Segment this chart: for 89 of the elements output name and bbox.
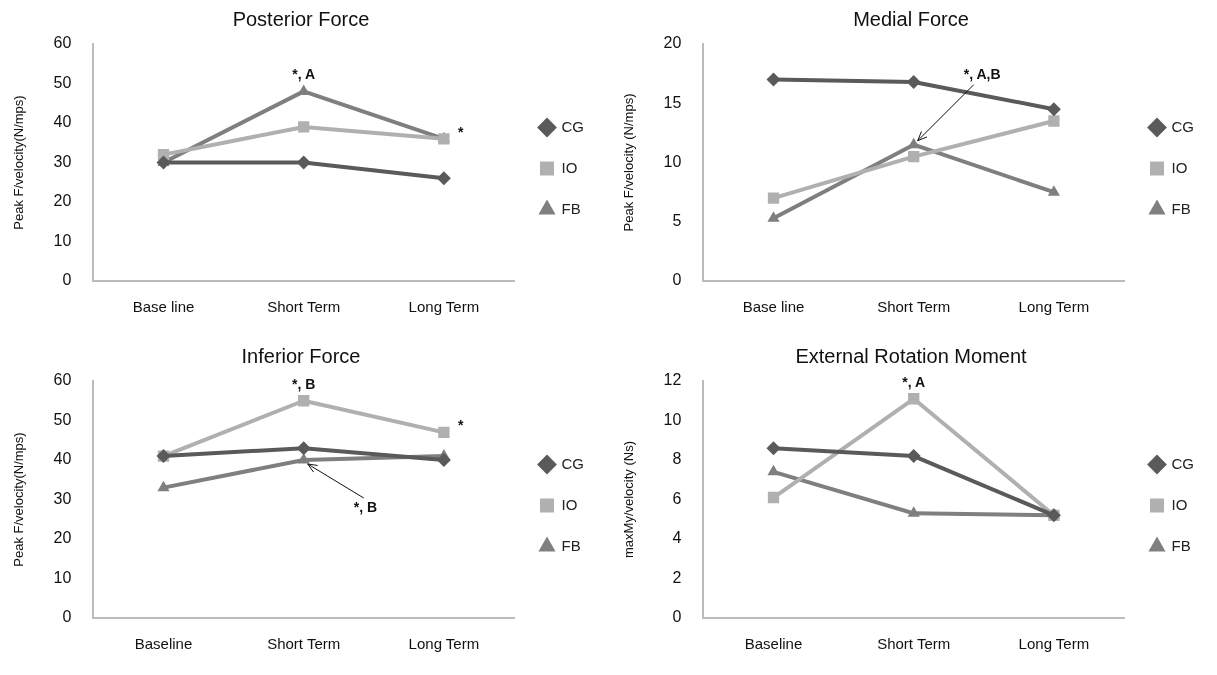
y-tick-label: 6 (672, 489, 682, 507)
point (298, 395, 310, 407)
y-tick-label: 10 (53, 568, 72, 586)
y-axis-title: Peak F/velocity(N/mps) (11, 432, 27, 567)
x-tick-label: Baseline (134, 635, 193, 653)
x-tick-label: Short Term (267, 298, 341, 316)
y-tick-label: 50 (53, 73, 72, 91)
annotation: *, B (353, 498, 378, 515)
point (438, 426, 450, 439)
legend-label: FB (1171, 199, 1191, 217)
annotation: * (457, 417, 464, 434)
legend-label: FB (1171, 536, 1191, 554)
y-tick-label: 4 (672, 529, 682, 547)
x-tick-label: Short Term (877, 298, 951, 316)
point (908, 150, 920, 163)
point (297, 453, 310, 464)
y-tick-label: 20 (53, 192, 72, 210)
point (1046, 102, 1061, 117)
annotation: *, A (292, 66, 316, 83)
legend-label: FB (561, 536, 581, 554)
y-tick-label: 10 (53, 231, 72, 249)
y-tick-label: 15 (663, 93, 682, 111)
y-axis-title: Peak F/velocity(N/mps) (11, 95, 27, 230)
point (767, 192, 780, 204)
point (298, 121, 310, 133)
y-axis-title: Peak F/velocity (N/mps) (621, 93, 637, 232)
point (908, 393, 920, 405)
x-tick-label: Baseline (744, 635, 803, 653)
legend-label: FB (561, 199, 581, 217)
y-tick-label: 0 (62, 271, 72, 289)
annotation: * (457, 123, 464, 140)
legend-label: CG (1171, 454, 1194, 472)
y-tick-label: 60 (53, 34, 72, 52)
chart-title: External Rotation Moment (795, 344, 1028, 367)
point (157, 480, 170, 492)
y-tick-label: 2 (672, 568, 682, 586)
point (767, 211, 780, 222)
legend-label: IO (561, 495, 578, 513)
y-tick-label: 0 (62, 608, 72, 626)
y-axis-title: maxMy/velocity (Ns) (621, 440, 637, 559)
point (1048, 115, 1060, 127)
x-tick-label: Long Term (1018, 298, 1090, 316)
y-tick-label: 10 (663, 152, 682, 170)
x-tick-label: Short Term (877, 635, 951, 653)
x-tick-label: Long Term (1018, 635, 1090, 653)
legend-label: CG (561, 454, 584, 472)
legend-label: IO (1171, 495, 1188, 513)
y-tick-label: 5 (672, 212, 682, 230)
point (766, 441, 781, 456)
y-tick-label: 10 (663, 410, 682, 428)
point (156, 155, 171, 170)
y-tick-label: 30 (53, 489, 72, 507)
y-tick-label: 20 (53, 529, 72, 547)
point (436, 171, 451, 186)
point (767, 464, 780, 476)
point (1047, 185, 1060, 196)
y-tick-label: 30 (53, 152, 72, 170)
y-tick-label: 40 (53, 450, 72, 468)
point (906, 74, 921, 89)
legend-label: IO (561, 158, 578, 176)
annotation: *, A,B (963, 65, 1001, 82)
annotation: *, B (292, 375, 316, 392)
x-tick-label: Long Term (408, 635, 480, 653)
y-tick-label: 40 (53, 113, 72, 131)
legend-label: CG (561, 117, 584, 135)
y-tick-label: 0 (672, 271, 682, 289)
legend-label: CG (1171, 117, 1194, 135)
annotation: *, A (902, 373, 926, 390)
point (906, 449, 921, 464)
y-tick-label: 50 (53, 410, 72, 428)
point (436, 453, 451, 467)
legend-label: IO (1171, 158, 1188, 176)
point (907, 506, 920, 517)
y-tick-label: 12 (663, 371, 682, 389)
point (296, 155, 311, 170)
y-tick-label: 20 (663, 34, 682, 52)
chart-title: Posterior Force (232, 7, 370, 30)
y-tick-label: 60 (53, 371, 72, 389)
x-tick-label: Base line (132, 298, 195, 316)
point (767, 491, 780, 504)
chart-title: Medial Force (853, 7, 969, 30)
x-tick-label: Short Term (267, 635, 341, 653)
y-tick-label: 8 (672, 450, 682, 468)
x-tick-label: Base line (742, 298, 805, 316)
x-tick-label: Long Term (408, 298, 480, 316)
y-tick-label: 0 (672, 608, 682, 626)
point (296, 441, 311, 456)
point (766, 72, 781, 87)
chart-title: Inferior Force (241, 344, 361, 367)
